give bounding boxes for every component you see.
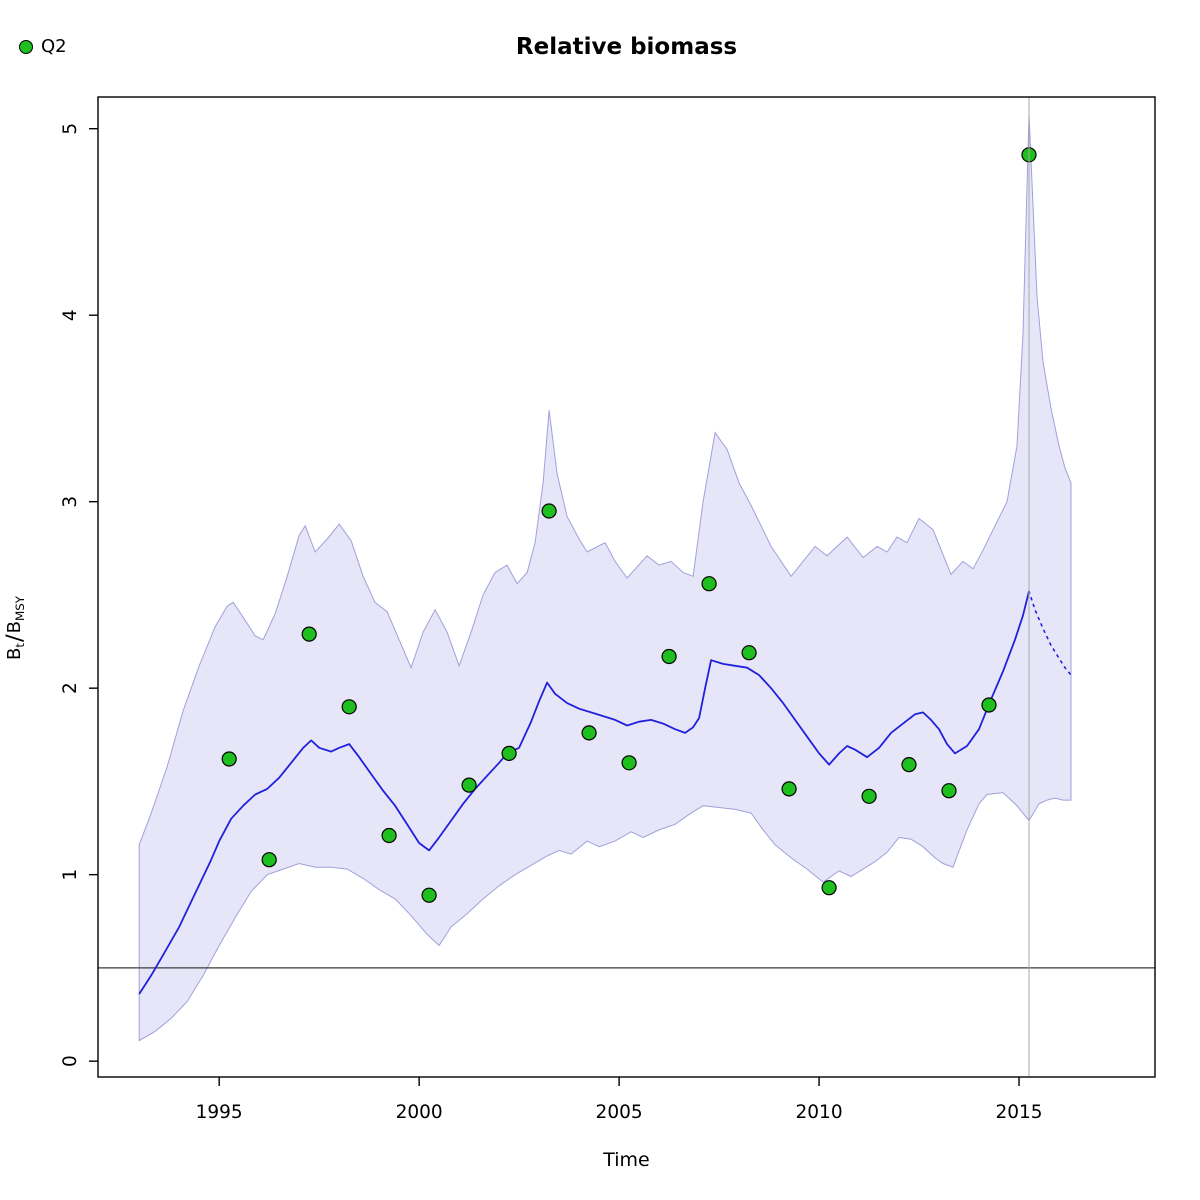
y-tick-label: 4 bbox=[60, 309, 81, 321]
x-tick-label: 2010 bbox=[796, 1102, 843, 1123]
observation-point-q2 bbox=[621, 755, 637, 771]
observation-point-q2 bbox=[261, 852, 277, 868]
y-tick-label: 2 bbox=[60, 682, 81, 694]
plot-frame bbox=[97, 96, 1156, 1078]
median-estimate-line bbox=[138, 590, 1030, 995]
confidence-band bbox=[138, 113, 1072, 1042]
observation-point-q2 bbox=[221, 751, 237, 767]
x-tick-label: 2005 bbox=[596, 1102, 643, 1123]
observation-point-q2 bbox=[301, 626, 317, 642]
x-axis-title: Time bbox=[603, 1149, 650, 1171]
x-tick-label: 2000 bbox=[396, 1102, 443, 1123]
legend: Q2 bbox=[19, 36, 67, 57]
legend-marker-q2-icon bbox=[19, 39, 33, 54]
y-tick-label: 5 bbox=[60, 123, 81, 135]
x-tick-label: 1995 bbox=[196, 1102, 243, 1123]
observation-point-q2 bbox=[581, 725, 597, 741]
chart-title: Relative biomass bbox=[515, 34, 738, 60]
observation-point-q2 bbox=[421, 887, 437, 903]
observation-point-q2 bbox=[861, 788, 877, 804]
observation-point-q2 bbox=[661, 648, 677, 665]
median-forecast-line bbox=[1028, 590, 1072, 676]
y-axis-title-base2: B bbox=[4, 621, 26, 634]
observation-point-q2 bbox=[981, 697, 997, 713]
observation-point-q2 bbox=[701, 576, 717, 592]
legend-label-q2: Q2 bbox=[41, 36, 67, 57]
y-axis-title-slash: / bbox=[2, 634, 28, 642]
observation-point-q2 bbox=[901, 756, 917, 773]
observation-point-q2 bbox=[541, 503, 557, 519]
y-tick-label: 3 bbox=[60, 496, 81, 508]
y-tick-label: 1 bbox=[60, 869, 81, 881]
observation-point-q2 bbox=[381, 827, 397, 844]
observation-point-q2 bbox=[461, 777, 477, 793]
observation-point-q2 bbox=[941, 783, 957, 799]
y-axis-title-sub1: t bbox=[12, 642, 27, 648]
observation-point-q2 bbox=[741, 645, 757, 661]
y-tick-label: 0 bbox=[60, 1055, 81, 1067]
observation-point-q2 bbox=[821, 880, 837, 896]
y-axis-title-sub2: MSY bbox=[12, 595, 27, 622]
observation-point-q2 bbox=[341, 699, 357, 715]
y-axis-title-base1: B bbox=[4, 647, 26, 661]
x-tick-label: 2015 bbox=[995, 1102, 1042, 1123]
observation-point-q2 bbox=[501, 745, 517, 762]
observation-point-q2 bbox=[781, 781, 797, 797]
